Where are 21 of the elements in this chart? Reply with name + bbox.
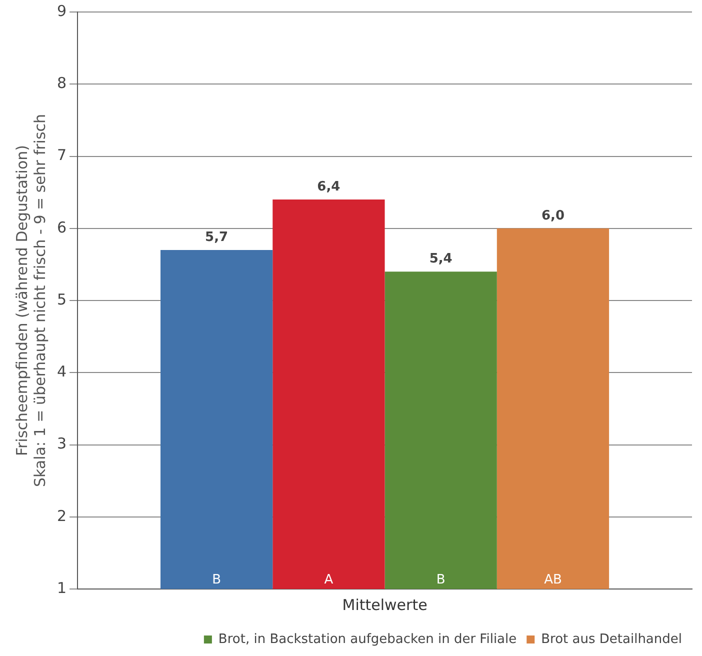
y-tick-label: 6 <box>56 218 67 236</box>
y-tick-label: 5 <box>56 290 67 308</box>
annotation: B <box>212 572 222 588</box>
y-tick-label: 2 <box>56 506 67 525</box>
y-tick-label: 8 <box>56 74 67 92</box>
y-tick-label: 4 <box>56 362 67 381</box>
data-label: 6,0 <box>541 208 564 224</box>
annotation: B <box>436 572 446 588</box>
data-label: 6,4 <box>317 179 340 194</box>
y-tick-label: 9 <box>56 2 67 20</box>
x-tick-label: Mittelwerte <box>342 596 428 614</box>
y-axis-title: Frischeempfinden (während Degustation) Skala: 1 = überhaupt nicht frisch - 9 = sehr frisch <box>12 114 49 488</box>
data-label: 5,7 <box>205 230 228 245</box>
legend-label: Brot aus Detailhandel <box>541 632 682 647</box>
data-label: 5,4 <box>429 252 452 267</box>
y-tick-label: 3 <box>56 434 67 453</box>
y-tick-label: 7 <box>56 146 67 164</box>
legend-label: Brot, in Backstation aufgebacken in der Filiale <box>218 632 517 647</box>
annotation: AB <box>544 572 562 588</box>
y-tick-label: 1 <box>56 578 67 597</box>
annotation: A <box>324 572 334 588</box>
